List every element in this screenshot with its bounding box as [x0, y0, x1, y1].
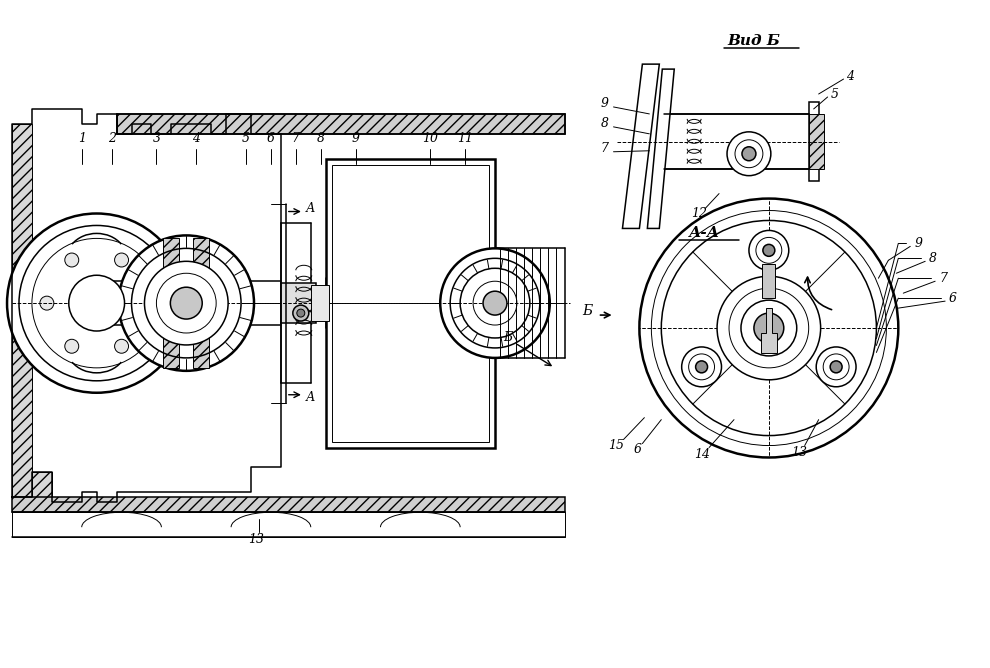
Circle shape — [696, 361, 708, 373]
Circle shape — [741, 300, 797, 356]
Text: 8: 8 — [317, 132, 325, 146]
Text: 5: 5 — [242, 132, 250, 146]
Text: Б: Б — [503, 331, 513, 345]
Circle shape — [682, 347, 722, 387]
Bar — [311, 285, 329, 321]
Text: 12: 12 — [691, 207, 707, 220]
Circle shape — [64, 253, 79, 267]
Text: 6: 6 — [949, 292, 957, 305]
Text: 2: 2 — [108, 132, 116, 146]
Bar — [281, 283, 316, 323]
Text: 4: 4 — [192, 132, 200, 146]
Text: 7: 7 — [940, 272, 947, 285]
Circle shape — [115, 339, 129, 353]
Circle shape — [7, 214, 186, 393]
Circle shape — [119, 235, 254, 371]
Circle shape — [749, 230, 789, 271]
Text: 10: 10 — [423, 132, 439, 146]
Polygon shape — [761, 308, 777, 353]
Text: А: А — [306, 202, 316, 215]
Text: Вид Б: Вид Б — [728, 34, 780, 48]
Circle shape — [170, 287, 202, 319]
Polygon shape — [117, 114, 564, 134]
Polygon shape — [193, 238, 209, 368]
Circle shape — [297, 309, 305, 317]
Text: 14: 14 — [694, 448, 710, 461]
Text: 9: 9 — [351, 132, 359, 146]
Text: 13: 13 — [248, 532, 264, 546]
Circle shape — [763, 244, 775, 257]
Circle shape — [816, 347, 856, 387]
Circle shape — [483, 291, 507, 315]
Text: 5: 5 — [831, 88, 839, 100]
Text: 6: 6 — [634, 443, 642, 456]
Text: А-А: А-А — [689, 226, 720, 240]
Circle shape — [640, 198, 898, 458]
Circle shape — [68, 275, 125, 331]
Bar — [762, 265, 775, 298]
Circle shape — [79, 285, 115, 321]
Text: 9: 9 — [601, 98, 609, 110]
Polygon shape — [12, 124, 32, 497]
Text: Б: Б — [582, 304, 593, 318]
Circle shape — [145, 261, 228, 345]
Circle shape — [727, 132, 771, 176]
Polygon shape — [12, 497, 564, 512]
Text: 7: 7 — [292, 132, 300, 146]
Text: 11: 11 — [457, 132, 473, 146]
Bar — [326, 159, 495, 448]
Text: 8: 8 — [930, 252, 938, 265]
Polygon shape — [32, 472, 51, 502]
Circle shape — [441, 248, 549, 358]
Bar — [332, 165, 489, 442]
Circle shape — [115, 253, 129, 267]
Text: 6: 6 — [267, 132, 275, 146]
Polygon shape — [809, 114, 824, 169]
Circle shape — [831, 361, 842, 373]
Circle shape — [140, 296, 153, 310]
Text: 8: 8 — [601, 118, 609, 130]
Text: 13: 13 — [791, 446, 807, 459]
Polygon shape — [647, 69, 674, 228]
Circle shape — [742, 147, 756, 161]
Text: 4: 4 — [846, 69, 854, 83]
Text: 9: 9 — [914, 237, 923, 250]
Circle shape — [40, 296, 53, 310]
Circle shape — [64, 339, 79, 353]
Polygon shape — [623, 64, 659, 228]
Polygon shape — [163, 238, 179, 368]
Text: 3: 3 — [152, 132, 160, 146]
Circle shape — [293, 305, 309, 321]
Text: 7: 7 — [601, 142, 609, 155]
Circle shape — [754, 313, 784, 343]
Text: А: А — [306, 391, 316, 404]
Circle shape — [717, 277, 821, 380]
Polygon shape — [664, 102, 819, 180]
Text: 1: 1 — [78, 132, 86, 146]
Text: 15: 15 — [609, 439, 625, 452]
Polygon shape — [12, 109, 281, 502]
Polygon shape — [12, 512, 564, 537]
